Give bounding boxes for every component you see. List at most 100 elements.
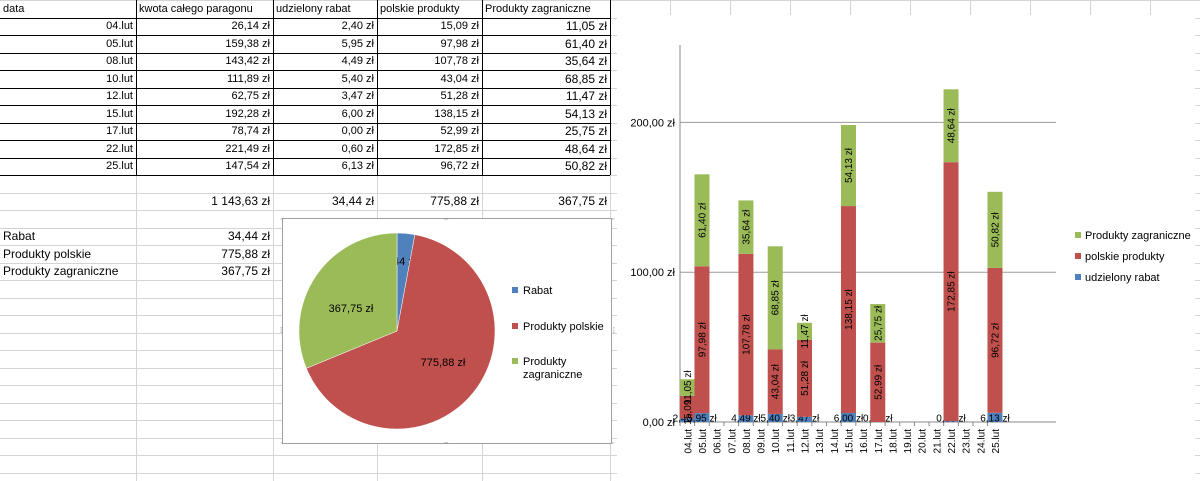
resize-handle-corner-bl[interactable]: ∙∙ (280, 438, 284, 447)
column-header[interactable]: data (3, 2, 25, 15)
table-cell[interactable]: 4,49 zł (341, 55, 374, 67)
y-tick-label: 0,00 zł (643, 417, 676, 429)
summary-value[interactable]: 367,75 zł (221, 264, 270, 278)
resize-handle-top[interactable]: ∙∙∙∙ (443, 214, 449, 223)
table-cell[interactable]: 11,47 zł (565, 89, 607, 103)
total-cell[interactable]: 34,44 zł (331, 194, 374, 208)
legend-swatch (1075, 232, 1081, 238)
bar-data-label: 2,40 zł (673, 414, 703, 425)
table-cell[interactable]: 11,05 zł (565, 19, 607, 33)
resize-handle-corner-tr[interactable]: ∙∙ (611, 214, 616, 223)
table-cell[interactable]: 96,72 zł (440, 160, 479, 172)
table-cell[interactable]: 0,00 zł (341, 125, 374, 137)
legend-swatch (512, 358, 518, 364)
gridline (273, 0, 274, 481)
table-cell[interactable]: 172,85 zł (434, 142, 479, 155)
total-cell[interactable]: 775,88 zł (430, 194, 479, 208)
table-cell[interactable]: 107,78 zł (434, 55, 479, 67)
x-tick-label: 13.lut (815, 429, 826, 454)
table-cell[interactable]: 17.lut (106, 125, 133, 137)
table-cell[interactable]: 12.lut (106, 90, 133, 102)
bar-data-label: 107,78 zł (741, 313, 752, 354)
table-cell[interactable]: 3,47 zł (341, 90, 374, 102)
column-header[interactable]: polskie produkty (380, 2, 460, 15)
table-cell[interactable]: 52,99 zł (440, 125, 479, 137)
bar-segment (694, 413, 710, 422)
table-cell[interactable]: 35,64 zł (564, 54, 607, 68)
bar-data-label: 11,47 zł (800, 313, 811, 348)
summary-label[interactable]: Produkty zagraniczne (3, 264, 119, 278)
table-cell[interactable]: 6,13 zł (341, 160, 374, 172)
table-cell[interactable]: 10.lut (106, 72, 133, 85)
total-cell[interactable]: 1 143,63 zł (211, 194, 270, 208)
x-tick-label: 23.lut (962, 429, 973, 454)
table-border (0, 122, 610, 124)
table-cell[interactable]: 78,74 zł (231, 125, 270, 137)
table-cell[interactable]: 61,40 zł (564, 36, 607, 51)
summary-label[interactable]: Produkty polskie (3, 246, 92, 261)
bar-data-label: 5,95 zł (687, 414, 717, 425)
bar-segment (797, 339, 813, 417)
pie-data-label: 775,88 zł (421, 357, 466, 369)
table-cell[interactable]: 05.lut (106, 37, 133, 50)
summary-value[interactable]: 775,88 zł (221, 246, 270, 261)
table-cell[interactable]: 68,85 zł (564, 71, 607, 86)
bar-segment (987, 267, 1003, 413)
table-cell[interactable]: 6,00 zł (341, 107, 374, 120)
table-cell[interactable]: 111,89 zł (226, 72, 270, 85)
column-header[interactable]: udzielony rabat (276, 2, 351, 15)
table-border (0, 87, 610, 89)
resize-handle-corner-tl[interactable]: ∙∙ (280, 214, 284, 223)
table-cell[interactable]: 5,95 zł (341, 37, 374, 50)
summary-label[interactable]: Rabat (3, 229, 36, 243)
pie-data-label: 367,75 zł (329, 303, 374, 315)
bar-segment (679, 395, 695, 419)
gridline (0, 472, 1200, 474)
x-tick-label: 19.lut (903, 429, 914, 454)
table-cell[interactable]: 50,82 zł (564, 159, 607, 173)
summary-value[interactable]: 34,44 zł (227, 229, 270, 243)
table-cell[interactable]: 51,28 zł (440, 90, 479, 102)
resize-handle-bottom[interactable]: ∙∙∙∙ (443, 438, 449, 447)
table-cell[interactable]: 08.lut (106, 55, 133, 67)
table-cell[interactable]: 48,64 zł (564, 141, 607, 156)
gridline (0, 455, 1200, 456)
x-tick-label: 15.lut (844, 429, 855, 454)
y-tick-label: 100,00 zł (630, 267, 675, 279)
table-cell[interactable]: 25,75 zł (564, 124, 607, 138)
resize-handle-left[interactable]: ⁞ (280, 326, 282, 335)
x-tick-label: 12.lut (801, 429, 812, 454)
chart-area (617, 15, 1195, 481)
table-cell[interactable]: 43,04 zł (440, 72, 479, 85)
total-cell[interactable]: 367,75 zł (558, 194, 607, 208)
table-cell[interactable]: 138,15 zł (434, 107, 479, 120)
x-tick-label: 24.lut (976, 429, 987, 454)
table-cell[interactable]: 2,40 zł (341, 20, 374, 32)
column-header[interactable]: Produkty zagraniczne (485, 2, 591, 15)
table-cell[interactable]: 97,98 zł (440, 37, 479, 50)
pie-chart-frame[interactable]: ∙∙∙∙ ∙∙∙∙ ⁞ ⁞ ∙∙ ∙∙ ∙∙ ∙∙ 34,44 zł775,88… (280, 214, 616, 447)
table-cell[interactable]: 221,49 zł (225, 142, 270, 155)
table-cell[interactable]: 04.lut (106, 20, 133, 32)
table-cell[interactable]: 159,38 zł (225, 37, 270, 50)
table-cell[interactable]: 25.lut (106, 160, 133, 172)
table-cell[interactable]: 15,09 zł (440, 20, 479, 32)
table-cell[interactable]: 192,28 zł (225, 107, 270, 120)
bar-segment (738, 253, 754, 416)
table-cell[interactable]: 147,54 zł (225, 160, 270, 172)
bar-segment (767, 246, 783, 350)
table-cell[interactable]: 143,42 zł (225, 55, 270, 67)
table-cell[interactable]: 0,60 zł (341, 142, 374, 155)
x-tick-label: 06.lut (713, 429, 724, 454)
table-cell[interactable]: 62,75 zł (231, 90, 270, 102)
table-cell[interactable]: 5,40 zł (341, 72, 374, 85)
table-border (0, 70, 610, 71)
column-header[interactable]: kwota całego paragonu (139, 2, 253, 15)
table-cell[interactable]: 26,14 zł (231, 20, 270, 32)
resize-handle-corner-br[interactable]: ∙∙ (611, 438, 616, 447)
table-cell[interactable]: 22.lut (106, 142, 133, 155)
bar-data-label: 68,85 zł (771, 280, 782, 316)
table-cell[interactable]: 15.lut (106, 107, 133, 120)
table-cell[interactable]: 54,13 zł (564, 106, 607, 121)
legend-swatch (1075, 253, 1081, 259)
